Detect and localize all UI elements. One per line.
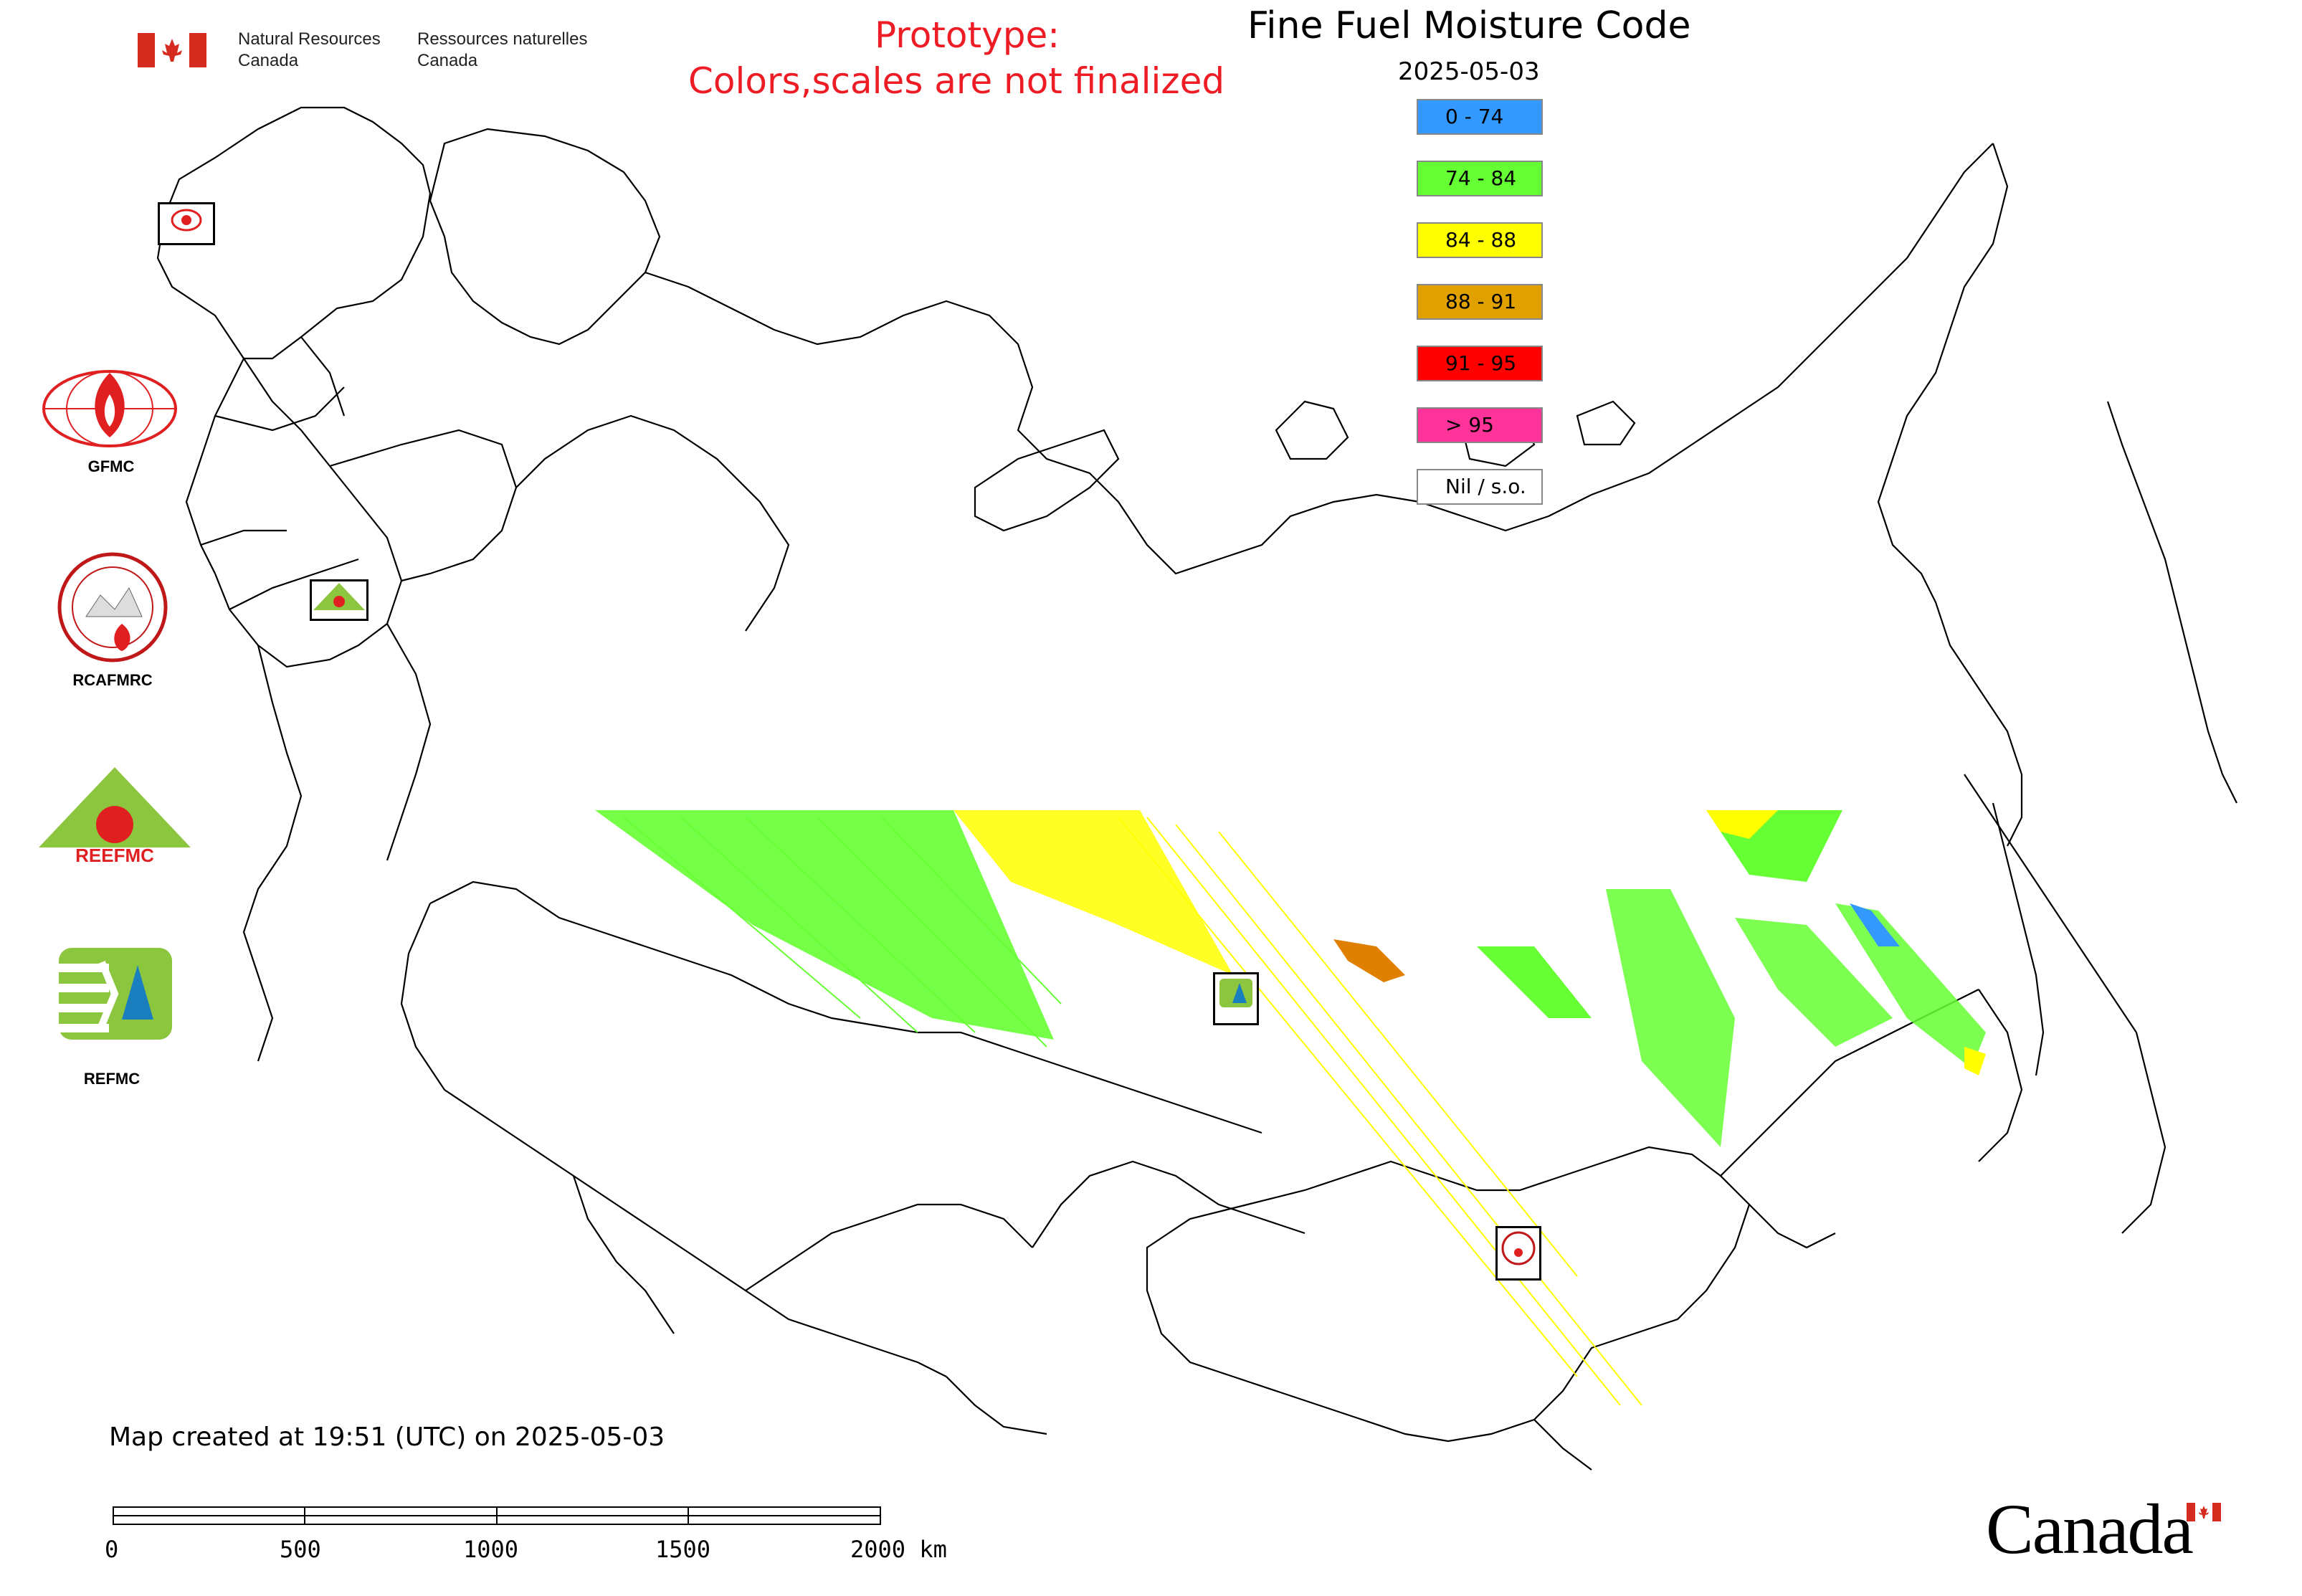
- country-borders: [156, 106, 2237, 1471]
- map-date: 2025-05-03: [1398, 57, 1540, 86]
- agency-fr-line2: Canada: [417, 51, 478, 70]
- scale-label-500: 500: [280, 1536, 321, 1563]
- legend-item-6: Nil / s.o.: [1417, 469, 1543, 505]
- legend-label: 88 - 91: [1445, 290, 1517, 313]
- scale-label-1000: 1000: [463, 1536, 519, 1563]
- rcafmrc-logo-icon: [57, 552, 168, 662]
- scale-label-0: 0: [105, 1536, 119, 1563]
- legend-label: 74 - 84: [1445, 166, 1517, 190]
- agency-name-fr: Ressources naturelles Canada: [417, 29, 587, 72]
- scale-label-2000: 2000 km: [850, 1536, 947, 1563]
- gfmc-logo-icon: [42, 366, 178, 452]
- agency-fr-line1: Ressources naturelles: [417, 29, 588, 49]
- rcafmrc-badge-icon: [1495, 1226, 1541, 1281]
- reefmc-badge-icon: [310, 579, 368, 621]
- svg-text:REEFMC: REEFMC: [75, 845, 154, 866]
- gfmc-label: GFMC: [87, 457, 135, 475]
- legend-label: Nil / s.o.: [1445, 475, 1526, 498]
- map-created-timestamp: Map created at 19:51 (UTC) on 2025-05-03: [109, 1422, 665, 1452]
- canada-wordmark: Canada: [1986, 1489, 2194, 1569]
- legend-item-1: 74 - 84: [1417, 161, 1543, 196]
- legend-item-2: 84 - 88: [1417, 222, 1543, 258]
- legend-item-5: > 95: [1417, 407, 1543, 443]
- agency-en-line1: Natural Resources: [238, 29, 381, 49]
- map-title: Fine Fuel Moisture Code: [1247, 4, 1691, 47]
- scale-label-1500: 1500: [655, 1536, 711, 1563]
- wordmark-flag-icon: [2187, 1503, 2221, 1521]
- legend-label: > 95: [1445, 413, 1494, 437]
- prototype-notice-line2: Colors,scales are not finalized: [688, 60, 1225, 102]
- gfmc-badge-icon: [158, 202, 215, 245]
- legend-label: 0 - 74: [1445, 105, 1504, 128]
- legend-label: 84 - 88: [1445, 228, 1517, 252]
- refmc-badge-icon: [1213, 972, 1259, 1025]
- agency-en-line2: Canada: [238, 51, 299, 70]
- agency-name-en: Natural Resources Canada: [238, 29, 381, 72]
- legend-item-0: 0 - 74: [1417, 99, 1543, 135]
- legend-label: 91 - 95: [1445, 351, 1517, 375]
- prototype-notice-line1: Prototype:: [875, 14, 1060, 56]
- refmc-label: REFMC: [83, 1070, 141, 1088]
- scale-bar: [113, 1506, 881, 1525]
- rcafmrc-label: RCAFMRC: [72, 671, 153, 689]
- refmc-logo-icon: [59, 948, 172, 1040]
- legend-item-4: 91 - 95: [1417, 346, 1543, 381]
- legend-item-3: 88 - 91: [1417, 284, 1543, 320]
- canada-flag-icon: [138, 33, 206, 67]
- reefmc-logo-icon: REEFMC: [39, 767, 191, 868]
